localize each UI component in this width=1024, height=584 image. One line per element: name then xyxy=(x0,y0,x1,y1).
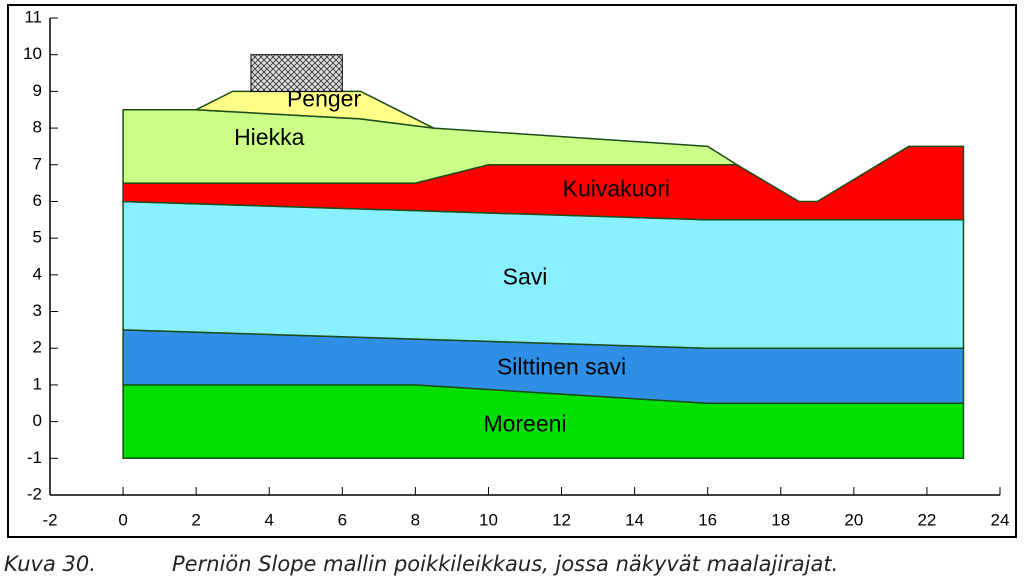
surface-load xyxy=(250,54,343,92)
y-tick-label: -2 xyxy=(27,484,42,503)
layer-label: Hiekka xyxy=(234,124,305,150)
y-tick-label: 3 xyxy=(33,301,42,320)
x-tick-label: 6 xyxy=(338,510,347,529)
layer-label: Moreeni xyxy=(483,410,566,436)
y-tick-label: 11 xyxy=(24,7,42,26)
y-tick-label: 1 xyxy=(33,374,42,393)
layer-label: Silttinen savi xyxy=(497,353,626,379)
x-tick-label: 22 xyxy=(917,510,936,529)
y-tick-label: 2 xyxy=(33,338,42,357)
x-tick-label: 24 xyxy=(991,510,1010,529)
layer-label: Savi xyxy=(503,264,548,290)
x-tick-label: -2 xyxy=(42,510,57,529)
layer-label: Kuivakuori xyxy=(563,176,670,202)
x-tick-label: 20 xyxy=(844,510,863,529)
x-tick-label: 8 xyxy=(411,510,420,529)
x-tick-label: 4 xyxy=(264,510,273,529)
soil-layer xyxy=(193,90,434,129)
y-tick-label: 10 xyxy=(23,44,42,63)
y-tick-label: 8 xyxy=(33,118,42,137)
x-tick-label: 2 xyxy=(191,510,200,529)
x-tick-label: 16 xyxy=(698,510,717,529)
y-tick-label: 4 xyxy=(33,264,42,283)
x-tick-label: 0 xyxy=(118,510,127,529)
x-tick-label: 12 xyxy=(552,510,571,529)
caption-text: Perniön Slope mallin poikkileikkaus, jos… xyxy=(172,552,838,576)
y-tick-label: 0 xyxy=(33,411,42,430)
y-tick-label: 9 xyxy=(33,81,42,100)
y-tick-label: 6 xyxy=(33,191,42,210)
x-tick-label: 14 xyxy=(625,510,644,529)
y-tick-label: 5 xyxy=(33,228,42,247)
y-tick-label: 7 xyxy=(33,154,42,173)
x-tick-label: 10 xyxy=(479,510,498,529)
y-tick-label: -1 xyxy=(27,448,42,467)
caption-number: Kuva 30. xyxy=(4,552,96,576)
x-tick-label: 18 xyxy=(771,510,790,529)
frame xyxy=(7,4,1017,538)
